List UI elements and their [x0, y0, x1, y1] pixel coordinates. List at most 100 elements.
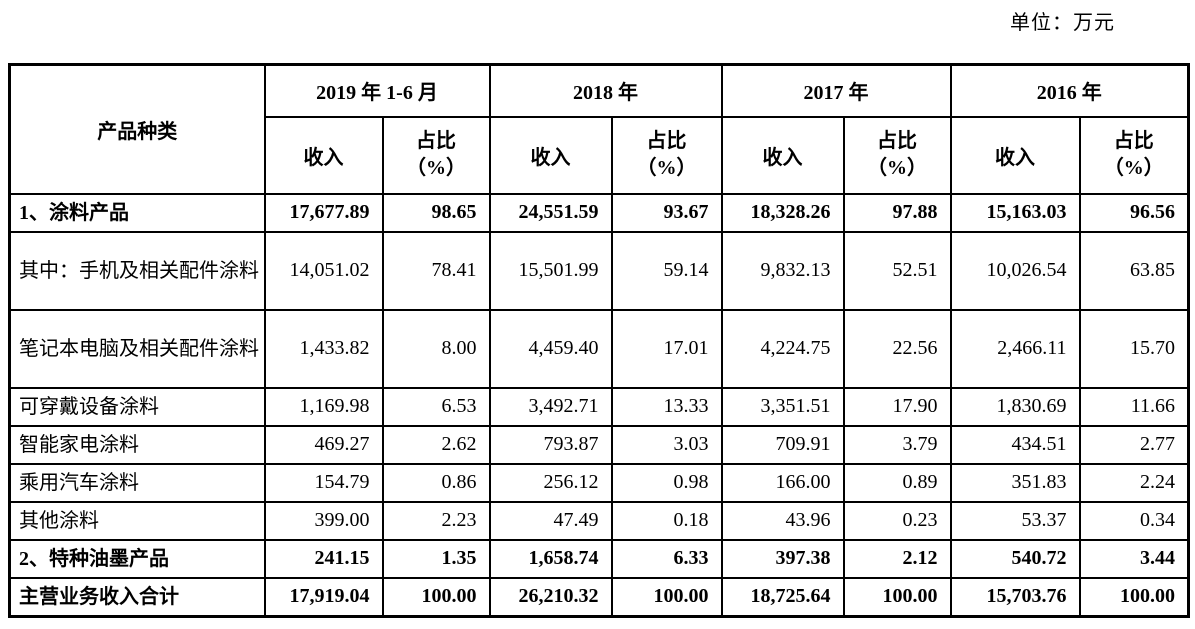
income-cell: 1,433.82 — [263, 308, 384, 389]
ratio-cell: 0.89 — [842, 462, 952, 503]
ratio-cell: 17.01 — [610, 308, 723, 389]
ratio-cell: 22.56 — [842, 308, 952, 389]
table-body: 1、涂料产品 17,677.89 98.65 24,551.59 93.67 18,328… — [8, 192, 1190, 617]
ratio-cell: 6.53 — [381, 386, 491, 427]
ratio-cell: 8.00 — [381, 308, 491, 389]
ratio-cell: 100.00 — [610, 576, 723, 617]
income-cell: 1,169.98 — [263, 386, 384, 427]
ratio-cell: 11.66 — [1078, 386, 1190, 427]
ratio-cell: 3.03 — [610, 424, 723, 465]
income-cell: 166.00 — [720, 462, 845, 503]
table-row: 笔记本电脑及相关配件涂料 1,433.82 8.00 4,459.40 17.01 4,2… — [8, 308, 1190, 389]
income-cell: 397.38 — [720, 538, 845, 579]
income-cell: 17,677.89 — [263, 192, 384, 233]
income-cell: 24,551.59 — [488, 192, 613, 233]
income-header: 收入 — [488, 115, 613, 195]
table-header: 产品种类 2019 年 1-6 月 2018 年 2017 年 2016 年收入 占比 （… — [8, 63, 1190, 195]
table-row: 智能家电涂料 469.27 2.62 793.87 3.03 709.91 3.79 434.… — [8, 424, 1190, 465]
header-sub-row: 收入 占比 （%） 收入 占比 （%） 收入 占比 （%） 收入 占比 （%） — [10, 115, 1190, 195]
income-cell: 256.12 — [488, 462, 613, 503]
income-cell: 4,459.40 — [488, 308, 613, 389]
income-cell: 43.96 — [720, 500, 845, 541]
income-cell: 14,051.02 — [263, 230, 384, 311]
table-row: 2、特种油墨产品 241.15 1.35 1,658.74 6.33 397.38 2.12… — [8, 538, 1190, 579]
category-cell: 笔记本电脑及相关配件涂料 — [8, 308, 266, 389]
ratio-cell: 0.34 — [1078, 500, 1190, 541]
income-cell: 434.51 — [949, 424, 1081, 465]
category-cell: 智能家电涂料 — [8, 424, 266, 465]
table-row: 主营业务收入合计 17,919.04 100.00 26,210.32 100.00 18… — [8, 576, 1190, 617]
ratio-cell: 93.67 — [610, 192, 723, 233]
ratio-cell: 59.14 — [610, 230, 723, 311]
year-header-0: 2019 年 1-6 月 — [263, 63, 491, 118]
ratio-cell: 0.23 — [842, 500, 952, 541]
table-row: 1、涂料产品 17,677.89 98.65 24,551.59 93.67 18,328… — [8, 192, 1190, 233]
income-cell: 18,328.26 — [720, 192, 845, 233]
year-header-2: 2017 年 — [720, 63, 952, 118]
ratio-cell: 6.33 — [610, 538, 723, 579]
income-cell: 540.72 — [949, 538, 1081, 579]
ratio-cell: 13.33 — [610, 386, 723, 427]
income-cell: 1,658.74 — [488, 538, 613, 579]
ratio-cell: 97.88 — [842, 192, 952, 233]
ratio-cell: 98.65 — [381, 192, 491, 233]
income-cell: 10,026.54 — [949, 230, 1081, 311]
income-cell: 53.37 — [949, 500, 1081, 541]
table-row: 乘用汽车涂料 154.79 0.86 256.12 0.98 166.00 0.89 351.… — [8, 462, 1190, 503]
income-cell: 9,832.13 — [720, 230, 845, 311]
ratio-cell: 52.51 — [842, 230, 952, 311]
income-header: 收入 — [949, 115, 1081, 195]
ratio-cell: 17.90 — [842, 386, 952, 427]
income-cell: 15,163.03 — [949, 192, 1081, 233]
ratio-cell: 3.79 — [842, 424, 952, 465]
income-cell: 17,919.04 — [263, 576, 384, 617]
category-cell: 乘用汽车涂料 — [8, 462, 266, 503]
ratio-cell: 2.23 — [381, 500, 491, 541]
ratio-cell: 0.98 — [610, 462, 723, 503]
table-row: 可穿戴设备涂料 1,169.98 6.53 3,492.71 13.33 3,351.51… — [8, 386, 1190, 427]
ratio-cell: 2.24 — [1078, 462, 1190, 503]
year-header-3: 2016 年 — [949, 63, 1190, 118]
income-cell: 2,466.11 — [949, 308, 1081, 389]
revenue-table: 产品种类 2019 年 1-6 月 2018 年 2017 年 2016 年收入 占比 （… — [8, 63, 1191, 618]
ratio-cell: 2.62 — [381, 424, 491, 465]
income-cell: 709.91 — [720, 424, 845, 465]
category-cell: 可穿戴设备涂料 — [8, 386, 266, 427]
income-cell: 18,725.64 — [720, 576, 845, 617]
income-cell: 793.87 — [488, 424, 613, 465]
ratio-header: 占比 （%） — [1078, 115, 1190, 195]
category-cell: 1、涂料产品 — [8, 192, 266, 233]
income-cell: 26,210.32 — [488, 576, 613, 617]
year-header-1: 2018 年 — [488, 63, 723, 118]
table-row: 其他涂料 399.00 2.23 47.49 0.18 43.96 0.23 53.37 0.3… — [8, 500, 1190, 541]
category-cell: 2、特种油墨产品 — [8, 538, 266, 579]
income-cell: 154.79 — [263, 462, 384, 503]
ratio-cell: 100.00 — [1078, 576, 1190, 617]
header-year-row: 产品种类 2019 年 1-6 月 2018 年 2017 年 2016 年 — [8, 63, 1190, 195]
ratio-cell: 100.00 — [381, 576, 491, 617]
income-cell: 15,703.76 — [949, 576, 1081, 617]
ratio-header: 占比 （%） — [842, 115, 952, 195]
unit-label: 单位：万元 — [1010, 12, 1115, 34]
income-cell: 351.83 — [949, 462, 1081, 503]
income-cell: 469.27 — [263, 424, 384, 465]
ratio-cell: 100.00 — [842, 576, 952, 617]
income-cell: 15,501.99 — [488, 230, 613, 311]
ratio-cell: 15.70 — [1078, 308, 1190, 389]
ratio-cell: 63.85 — [1078, 230, 1190, 311]
income-cell: 399.00 — [263, 500, 384, 541]
ratio-cell: 0.18 — [610, 500, 723, 541]
income-cell: 3,492.71 — [488, 386, 613, 427]
ratio-cell: 1.35 — [381, 538, 491, 579]
ratio-header: 占比 （%） — [381, 115, 491, 195]
ratio-cell: 78.41 — [381, 230, 491, 311]
income-header: 收入 — [263, 115, 384, 195]
ratio-cell: 2.12 — [842, 538, 952, 579]
ratio-header: 占比 （%） — [610, 115, 723, 195]
income-cell: 4,224.75 — [720, 308, 845, 389]
income-cell: 1,830.69 — [949, 386, 1081, 427]
ratio-cell: 3.44 — [1078, 538, 1190, 579]
category-cell: 其他涂料 — [8, 500, 266, 541]
table-row: 其中：手机及相关配件涂料 14,051.02 78.41 15,501.99 59.14… — [8, 230, 1190, 311]
